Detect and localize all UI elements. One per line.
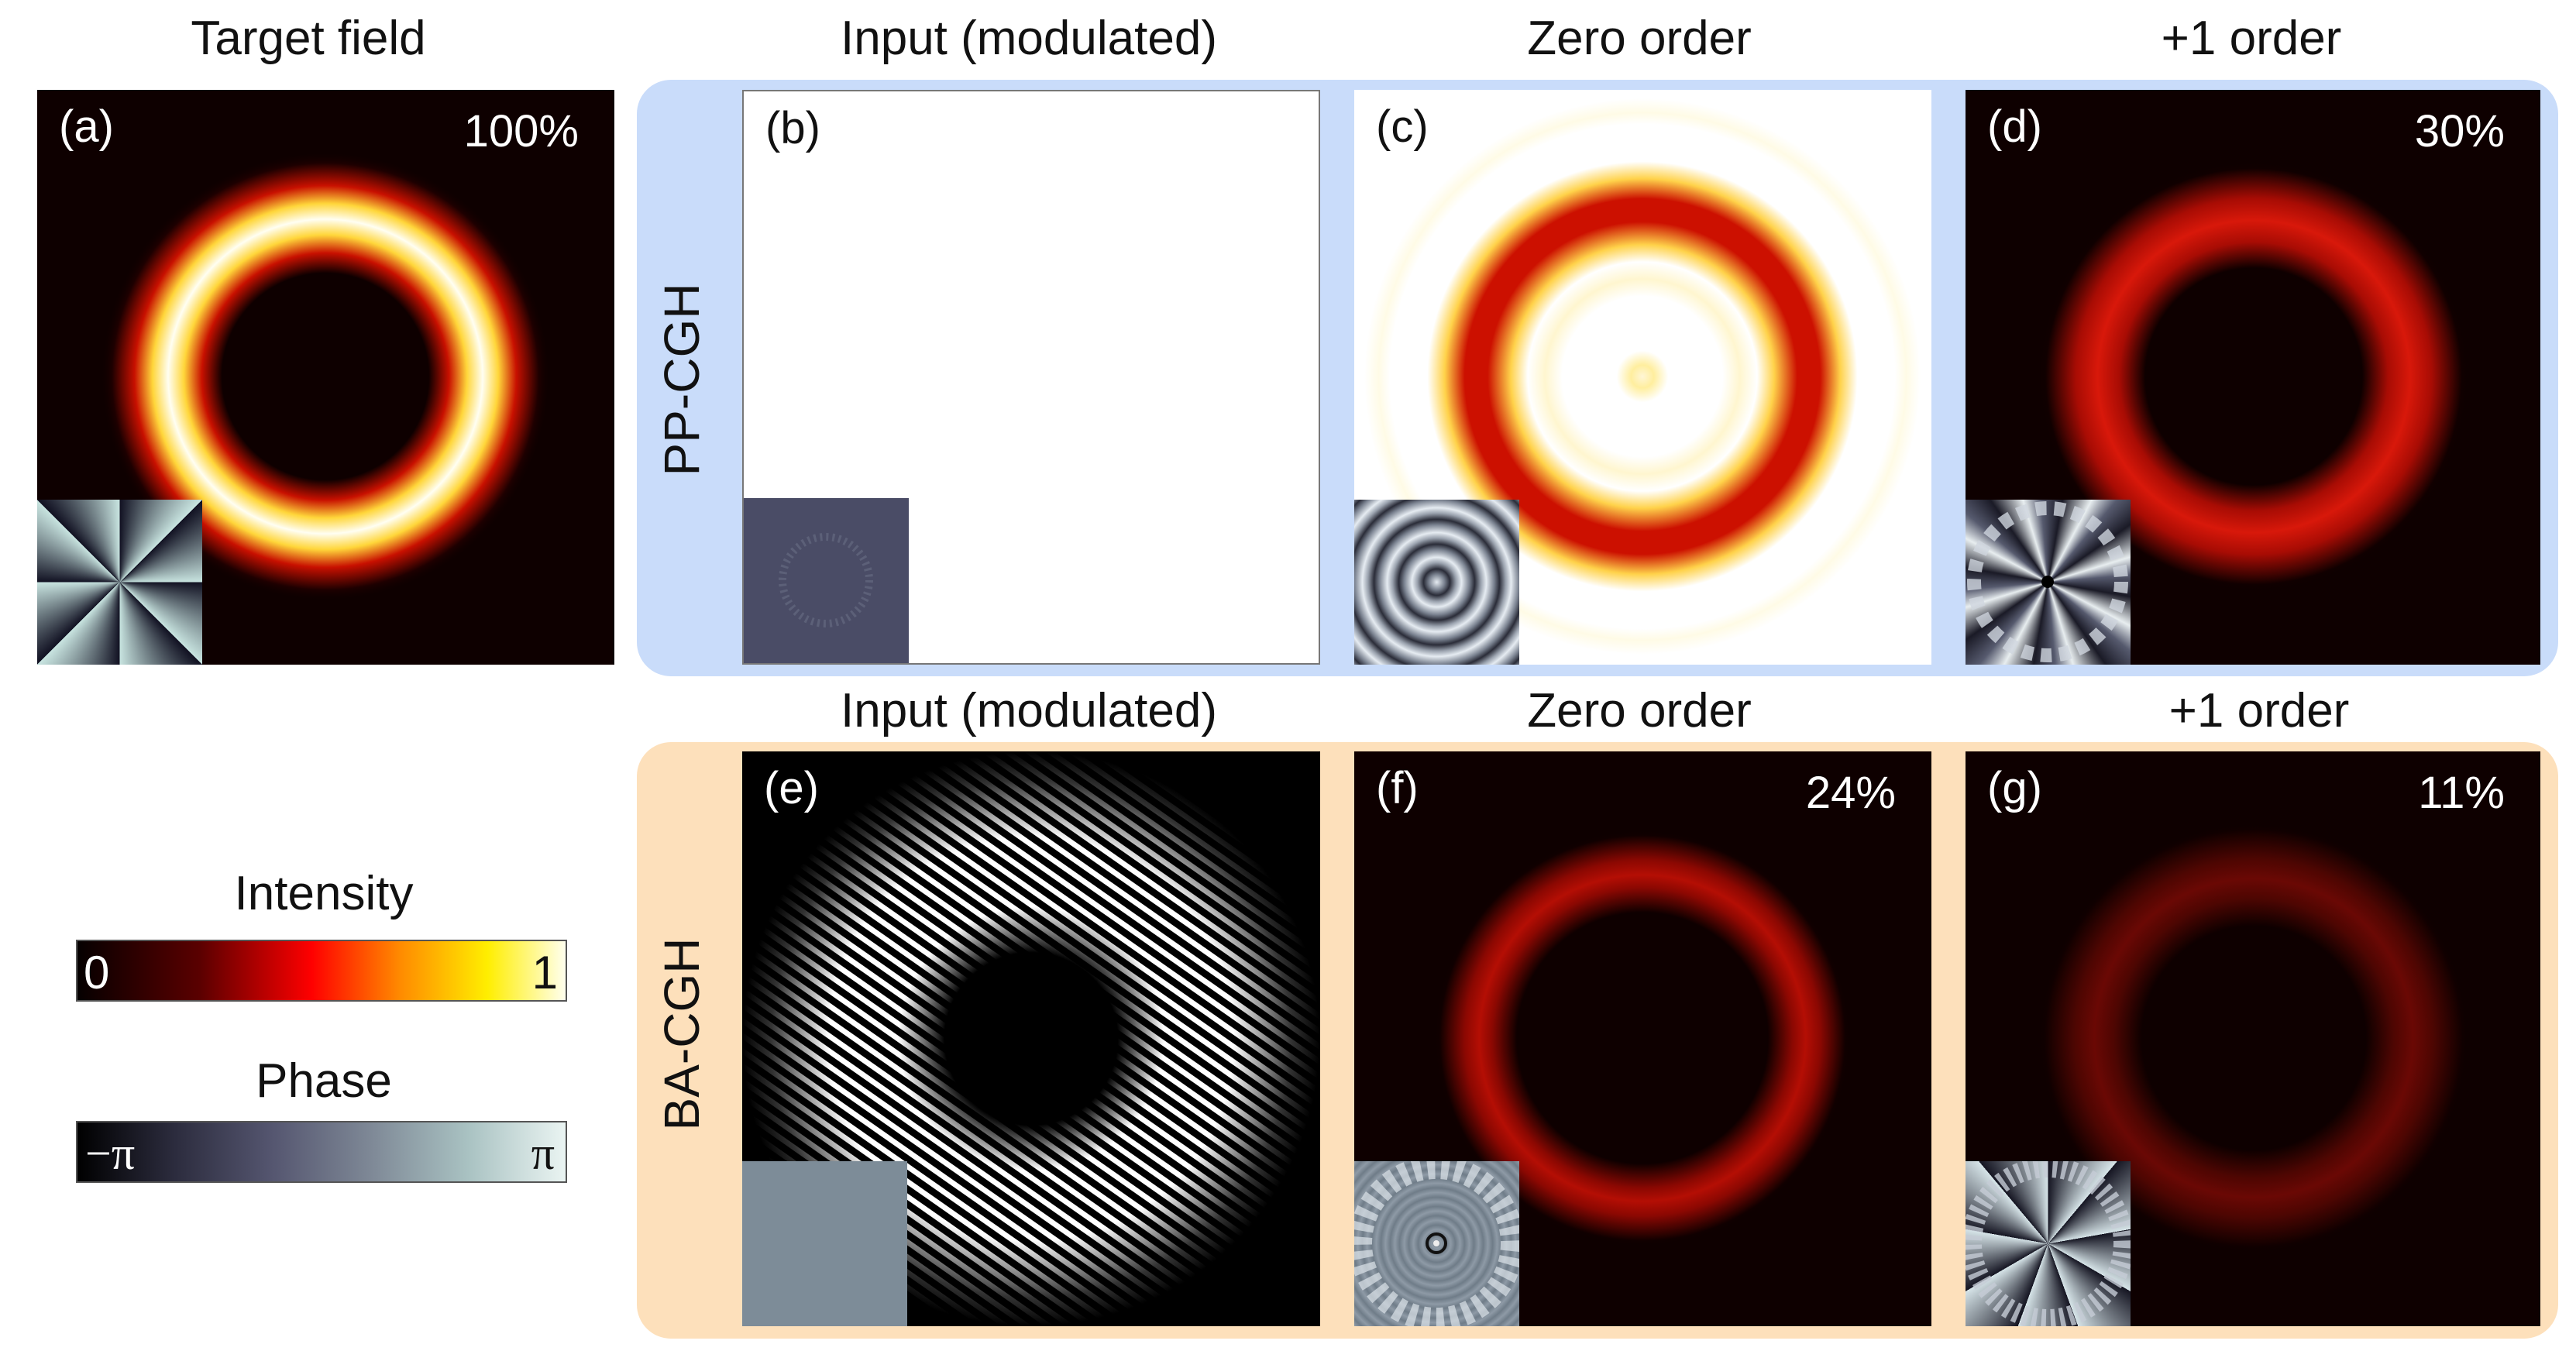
panel-g-efficiency: 11% [2418, 768, 2505, 818]
heading-input-top: Input (modulated) [841, 12, 1217, 65]
panel-f-ba-zero-order: (f) 24% [1354, 751, 1931, 1326]
panel-e-ba-input: (e) [742, 751, 1320, 1326]
panel-a-phase-inset [37, 500, 202, 665]
panel-d-phase-inset [1966, 500, 2131, 665]
panel-d-efficiency: 30% [2414, 106, 2505, 156]
heading-plus1-order-top: +1 order [2161, 12, 2342, 65]
panel-f-efficiency: 24% [1805, 768, 1896, 818]
heading-plus1-order-bottom: +1 order [2168, 684, 2350, 737]
phase-colorbar-min: −π [85, 1128, 136, 1179]
panel-g-ba-plus1-order: (g) 11% [1966, 751, 2540, 1326]
plus1-ring-image-g [2038, 823, 2469, 1253]
panel-c-pp-zero-order: (c) [1354, 90, 1931, 665]
panel-c-label: (c) [1376, 101, 1429, 152]
intensity-colorbar-title: Intensity [234, 867, 414, 920]
target-ring-image [101, 152, 550, 601]
panel-d-label: (d) [1987, 101, 2042, 152]
panel-e-phase-inset [742, 1161, 907, 1326]
row-label-pp-cgh: PP-CGH [654, 283, 710, 476]
panel-b-phase-inset [744, 498, 909, 663]
panel-b-label: (b) [765, 103, 820, 153]
phase-colorbar-title: Phase [256, 1054, 392, 1108]
panel-a-target-field: (a) 100% [37, 90, 614, 665]
heading-target-field: Target field [191, 12, 426, 65]
row-label-ba-cgh: BA-CGH [654, 937, 710, 1131]
plus1-ring-image-d [2037, 160, 2471, 593]
intensity-colorbar-max: 1 [531, 947, 558, 999]
panel-d-pp-plus1-order: (d) 30% [1966, 90, 2540, 665]
zero-order-ring-image-f [1433, 829, 1852, 1247]
intensity-colorbar-min: 0 [84, 947, 110, 999]
panel-a-efficiency: 100% [463, 106, 579, 156]
heading-zero-order-top: Zero order [1527, 12, 1752, 65]
panel-c-phase-inset [1354, 500, 1519, 665]
panel-b-pp-input: (b) [742, 90, 1320, 665]
panel-g-label: (g) [1987, 763, 2042, 813]
panel-e-label: (e) [764, 763, 819, 813]
heading-zero-order-bottom: Zero order [1527, 684, 1752, 737]
panel-a-label: (a) [59, 101, 114, 152]
panel-f-phase-inset [1354, 1161, 1519, 1326]
phase-colorbar: −π π [76, 1121, 567, 1183]
panel-f-label: (f) [1376, 763, 1419, 813]
panel-g-phase-inset [1966, 1161, 2131, 1326]
heading-input-bottom: Input (modulated) [841, 684, 1217, 737]
intensity-colorbar: 0 1 [76, 940, 567, 1002]
phase-colorbar-max: π [531, 1128, 555, 1179]
